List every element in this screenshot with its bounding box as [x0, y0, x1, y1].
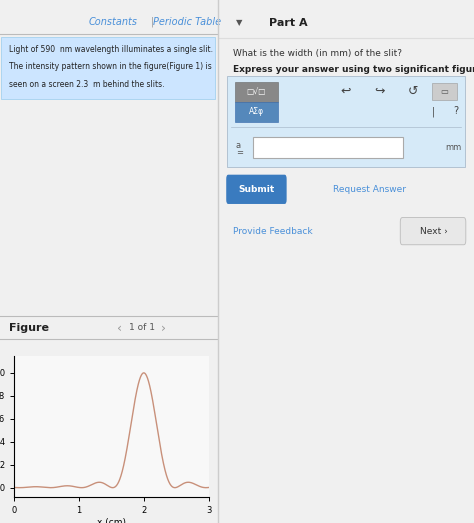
Text: |: |	[431, 106, 435, 117]
FancyBboxPatch shape	[235, 82, 278, 102]
FancyBboxPatch shape	[226, 175, 287, 204]
FancyBboxPatch shape	[1, 37, 215, 99]
FancyBboxPatch shape	[400, 218, 466, 245]
Text: Submit: Submit	[238, 185, 274, 194]
Text: ‹: ‹	[118, 322, 122, 334]
Text: Part A: Part A	[269, 18, 308, 28]
Text: □√□: □√□	[247, 87, 266, 96]
Text: |: |	[151, 17, 154, 27]
Text: Figure: Figure	[9, 323, 49, 333]
Text: ΑΣφ: ΑΣφ	[249, 107, 264, 116]
Text: Constants: Constants	[89, 17, 138, 27]
Text: =: =	[236, 148, 243, 157]
Text: What is the width (in mm) of the slit?: What is the width (in mm) of the slit?	[233, 49, 402, 58]
FancyBboxPatch shape	[227, 76, 465, 167]
Text: a: a	[236, 141, 241, 150]
Text: seen on a screen 2.3  m behind the slits.: seen on a screen 2.3 m behind the slits.	[9, 79, 164, 89]
Text: ?: ?	[454, 106, 459, 117]
Text: ›: ›	[161, 322, 166, 334]
X-axis label: x (cm): x (cm)	[97, 518, 126, 523]
Text: Next ›: Next ›	[420, 226, 448, 236]
Text: Request Answer: Request Answer	[333, 185, 406, 194]
FancyBboxPatch shape	[235, 102, 278, 122]
Text: Periodic Table: Periodic Table	[154, 17, 221, 27]
Text: ▼: ▼	[236, 18, 243, 28]
Text: Express your answer using two significant figures.: Express your answer using two significan…	[233, 64, 474, 74]
Text: mm: mm	[446, 143, 462, 152]
Text: 1 of 1: 1 of 1	[129, 323, 155, 333]
Text: ↪: ↪	[374, 85, 384, 98]
Text: ↩: ↩	[341, 85, 351, 98]
Text: ↺: ↺	[407, 85, 418, 98]
FancyBboxPatch shape	[253, 137, 403, 158]
Text: ▭: ▭	[441, 87, 448, 96]
Text: The intensity pattern shown in the figure(Figure 1) is: The intensity pattern shown in the figur…	[9, 62, 211, 72]
Text: Provide Feedback: Provide Feedback	[233, 227, 313, 236]
Text: Light of 590  nm wavelength illuminates a single slit.: Light of 590 nm wavelength illuminates a…	[9, 45, 213, 54]
FancyBboxPatch shape	[432, 83, 457, 100]
